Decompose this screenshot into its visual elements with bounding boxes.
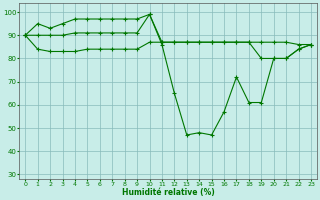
X-axis label: Humidité relative (%): Humidité relative (%) (122, 188, 214, 197)
